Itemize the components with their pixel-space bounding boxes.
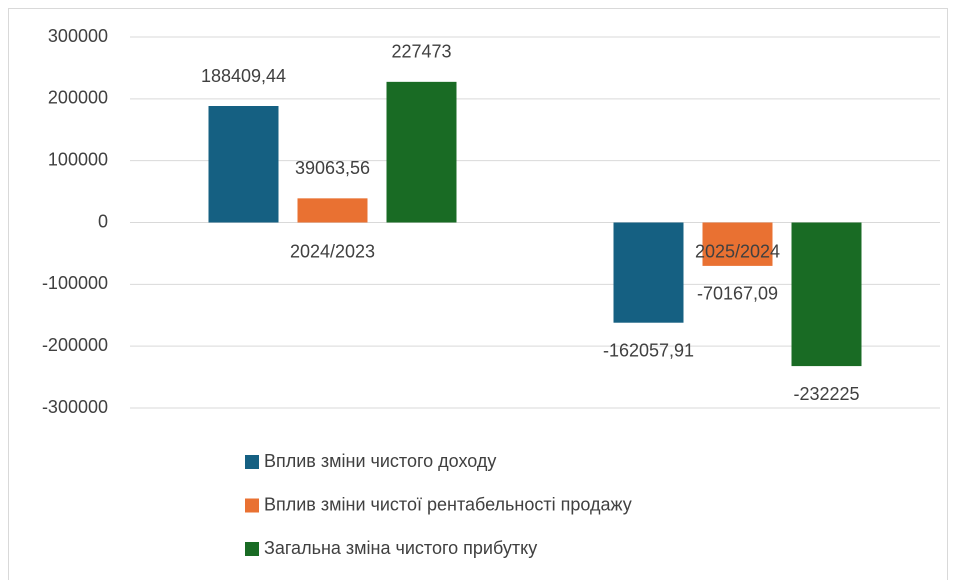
x-tick-label: 2024/2023	[290, 241, 375, 261]
bar	[702, 222, 773, 266]
data-label: -162057,91	[603, 340, 694, 360]
legend-label: Загальна зміна чистого прибутку	[264, 538, 537, 558]
bar	[386, 81, 457, 223]
legend-label: Вплив зміни чистого доходу	[264, 451, 496, 471]
data-label: 227473	[391, 42, 451, 62]
y-tick-label: 200000	[48, 88, 108, 108]
y-tick-label: -300000	[42, 397, 108, 417]
bar	[791, 222, 862, 367]
legend-swatch	[245, 498, 259, 513]
data-label: -232225	[793, 384, 859, 404]
bar	[613, 222, 684, 323]
data-label: 39063,56	[295, 158, 370, 178]
y-tick-label: -200000	[42, 335, 108, 355]
legend-swatch	[245, 542, 259, 556]
data-label: -70167,09	[697, 284, 778, 304]
bar	[297, 198, 368, 223]
data-label: 188409,44	[201, 66, 286, 86]
y-tick-label: -100000	[42, 273, 108, 293]
legend-label: Вплив зміни чистої рентабельності продаж…	[264, 494, 632, 514]
x-tick-label: 2025/2024	[695, 241, 780, 261]
legend-swatch	[245, 455, 259, 469]
bar	[208, 106, 279, 223]
chart-border	[8, 8, 948, 580]
y-tick-label: 300000	[48, 26, 108, 46]
y-tick-label: 100000	[48, 149, 108, 169]
y-tick-label: 0	[98, 211, 108, 231]
